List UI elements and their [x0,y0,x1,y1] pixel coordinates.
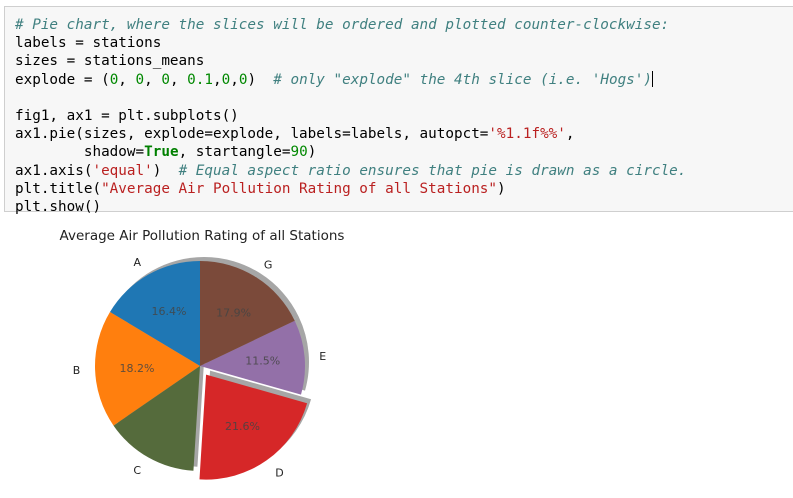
pie-chart: Average Air Pollution Rating of all Stat… [60,228,345,480]
code-token: "Average Air Pollution Rating of all Sta… [101,180,498,197]
pie-slices [95,261,308,480]
slice-label: G [264,259,273,272]
code-cell-input[interactable]: # Pie chart, where the slices will be or… [4,6,793,215]
code-token: labels = stations [15,35,162,52]
code-line: fig1, ax1 = plt.subplots() [15,108,239,124]
code-token: # only "explode" the 4th slice (i.e. 'Ho… [273,71,652,88]
chart-title: Average Air Pollution Rating of all Stat… [60,228,345,244]
pie-slice-d [199,374,308,480]
code-token: explode = ( [15,71,110,88]
pie-slice-g [200,261,295,366]
code-line: # Pie chart, where the slices will be or… [15,17,669,33]
code-line: shadow=True, startangle=90) [15,144,316,160]
code-token: 0 [109,71,119,88]
text-cursor [652,70,653,87]
slice-label: E [319,350,326,363]
code-token: 0.1 [187,71,213,88]
code-token: , [230,71,239,88]
code-token: , startangle= [178,144,291,161]
slice-label: B [73,364,81,377]
code-token: plt.show() [15,199,102,216]
code-line: labels = stations [15,35,161,51]
slice-label: D [275,466,283,479]
code-line: ax1.pie(sizes, explode=explode, labels=l… [15,126,575,142]
code-token: sizes = stations_means [15,53,205,70]
slice-percentage: 18.2% [120,362,155,375]
slice-percentage: 21.6% [225,420,260,433]
code-token: ) [497,180,506,197]
code-token: 0 [238,71,248,88]
code-token: 'equal' [92,162,153,179]
code-token: shadow= [15,144,145,161]
code-token: 0 [221,71,231,88]
slice-percentage: 11.5% [245,355,280,368]
code-token: , [213,71,222,88]
code-token: , [118,71,136,88]
code-token: , [169,71,188,88]
pie-slice-c [113,366,200,471]
code-token: # Equal aspect ratio ensures that pie is… [178,162,687,179]
code-token: ) [307,144,317,161]
pie-slice-e [200,320,305,395]
code-token: 90 [290,144,308,161]
code-token: '%1.1f%%' [488,126,566,143]
code-token: ax1.pie(sizes, explode=explode, labels=l… [15,126,489,143]
code-line: plt.show() [15,199,101,215]
slice-percentage: 17.9% [216,307,251,320]
code-token: ) [247,71,274,88]
code-line: ax1.axis('equal') # Equal aspect ratio e… [15,163,686,179]
slice-percentage: 16.4% [151,305,186,318]
code-token: 0 [161,71,170,88]
code-line: explode = (0, 0, 0, 0.1,0,0) # only "exp… [15,70,653,88]
cell-output: Average Air Pollution Rating of all Stat… [0,216,793,498]
code-token: ax1.axis( [15,162,93,179]
code-line: plt.title("Average Air Pollution Rating … [15,181,506,197]
code-token: fig1, ax1 = plt.subplots() [15,108,239,125]
code-token: , [144,71,162,88]
code-token: 0 [135,71,145,88]
slice-label: C [133,464,141,477]
pie-slice-a [109,261,200,366]
code-editor[interactable]: # Pie chart, where the slices will be or… [15,16,686,216]
code-token: # Pie chart, where the slices will be or… [15,17,670,33]
code-line: sizes = stations_means [15,53,204,69]
code-token: , [565,126,575,143]
code-token: plt.title( [15,180,102,197]
code-token: True [144,144,179,161]
slice-label: A [133,256,141,269]
code-token: ) [152,162,179,179]
pie-slice-b [95,311,200,426]
